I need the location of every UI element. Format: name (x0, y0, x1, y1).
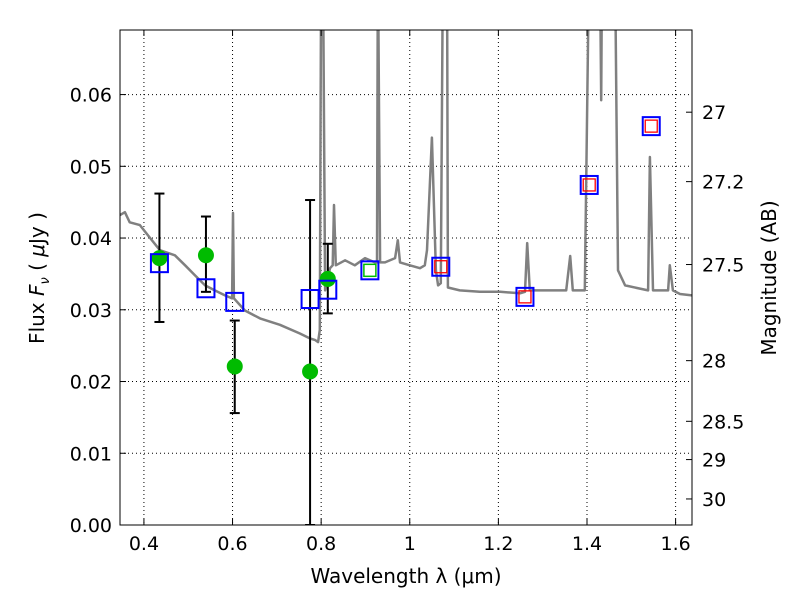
y-axis-label: Flux Fν ( μJy ) (25, 212, 53, 344)
observed-point (302, 363, 319, 380)
model-point (196, 278, 216, 299)
model-ir-point (644, 119, 658, 133)
right-tick-label: 28.5 (702, 411, 744, 433)
model-ir-point (582, 178, 596, 192)
y-tick-label: 0.03 (70, 300, 112, 322)
x-tick-label: 0.8 (306, 533, 336, 555)
model-ir-point (434, 260, 448, 274)
model-point (318, 279, 338, 300)
model-point (515, 286, 535, 307)
model-point (225, 291, 245, 312)
x-tick-label: 1.2 (483, 533, 513, 555)
plot-frame (119, 29, 693, 526)
model-point (360, 260, 380, 281)
model-ir-point (518, 290, 532, 304)
x-axis-label: Wavelength λ (μm) (310, 564, 501, 588)
observed-point (197, 247, 214, 264)
model-point (431, 256, 451, 277)
y-tick-label: 0.01 (70, 443, 112, 465)
right-tick-label: 28 (702, 351, 726, 373)
right-tick-label: 27 (702, 102, 726, 124)
x-tick-label: 1.4 (572, 533, 602, 555)
y-tick-label: 0.02 (70, 372, 112, 394)
model-point (641, 116, 661, 137)
x-tick-label: 0.6 (217, 533, 247, 555)
observed-point (363, 263, 377, 278)
observed-point (151, 250, 168, 267)
y-tick-label: 0.00 (70, 515, 112, 537)
right-tick-label: 27.5 (702, 255, 744, 277)
axes: 0.4 0.6 0.8 1 1.2 1.4 1.6 0.00 0.01 0.02 0.03 0.04 0… (70, 30, 744, 555)
observed-point (226, 358, 243, 375)
y-tick-label: 0.04 (70, 228, 112, 250)
right-tick-label: 29 (702, 450, 726, 472)
y-tick-label: 0.06 (70, 85, 112, 107)
plot-area (120, 30, 692, 525)
model-point (149, 253, 169, 274)
spectrum-line (120, 30, 692, 344)
model-point (579, 174, 599, 195)
right-tick-label: 30 (702, 489, 726, 511)
observed-point (319, 270, 336, 287)
x-tick-label: 0.4 (129, 533, 159, 555)
right-tick-label: 27.2 (702, 172, 744, 194)
x-tick-label: 1 (404, 533, 416, 555)
y-tick-label: 0.05 (70, 156, 112, 178)
x-tick-label: 1.6 (660, 533, 690, 555)
right-axis-label: Magnitude (AB) (757, 200, 781, 355)
